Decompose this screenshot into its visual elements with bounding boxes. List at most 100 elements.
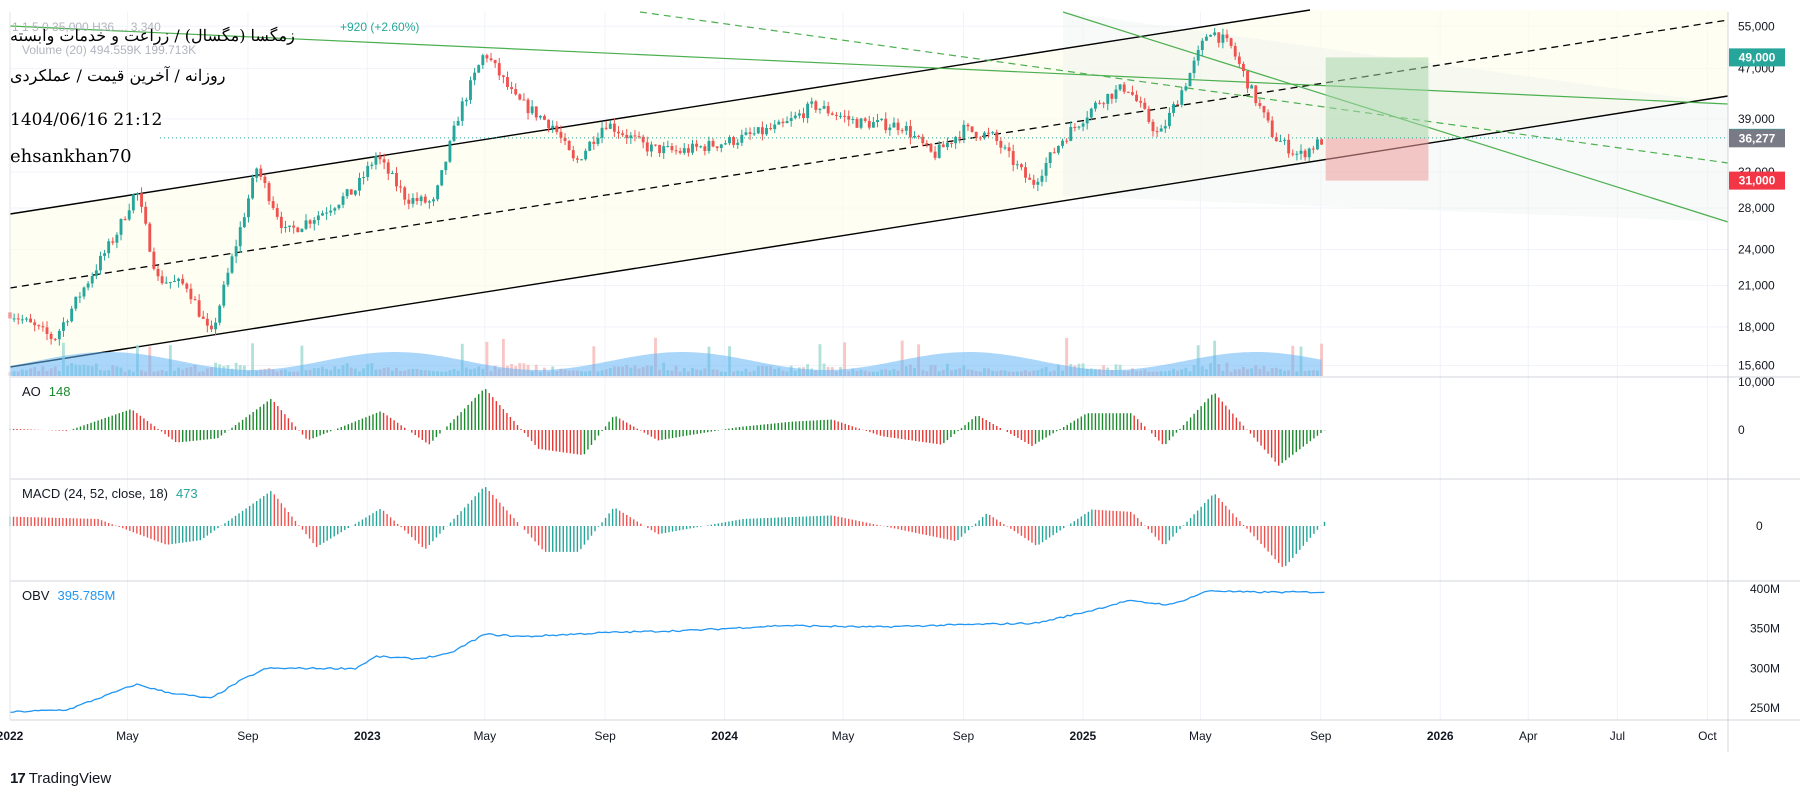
candle [49,331,53,345]
candle [773,120,777,134]
candle [160,270,164,285]
candle-body [604,127,608,129]
candle-body [526,99,530,114]
candle-body [362,177,366,179]
candle-body [144,206,148,224]
candle-body [1118,84,1122,90]
candle [1044,157,1048,183]
candle-body [485,55,489,59]
candle-body [933,151,937,158]
candle [834,112,838,121]
candle [382,153,386,170]
candle [1262,105,1266,119]
candle [1061,138,1064,149]
candle-body [423,196,427,203]
brand-name: TradingView [28,770,112,787]
candle [469,76,472,104]
candle [707,136,711,154]
candle-body [797,113,801,116]
candle [987,127,990,138]
candle [1159,124,1163,132]
candle [423,193,427,204]
candle [74,296,78,312]
candle-body [41,326,45,328]
candle [99,251,102,275]
candle-body [164,282,168,284]
candle [649,141,653,157]
candle-body [473,72,477,81]
candle [1204,34,1208,41]
candle-body [1003,147,1007,149]
candle-body [1204,36,1208,41]
candle [94,264,98,280]
candle [460,97,464,127]
candle-body [140,193,144,207]
candle-body [510,87,514,90]
candle-body [119,219,123,235]
candle-body [349,189,353,195]
candle-body [818,108,822,110]
candle [201,310,205,320]
candle-body [312,220,316,224]
candle [452,120,456,143]
tradingview-brand[interactable]: 17 TradingView [10,770,111,787]
candle [399,180,403,193]
candle-body [987,132,990,134]
candle [575,155,579,164]
candle [489,52,493,62]
candle [937,140,941,159]
candle [477,64,481,73]
candle [645,136,649,156]
candle [1048,151,1052,169]
candle-body [1233,46,1237,57]
time-tick-label: Apr [1519,729,1538,743]
candle-body [1102,103,1106,105]
candle [604,121,608,131]
candle-body [600,127,604,138]
channel-mid-black [9,19,1729,289]
candle-body [999,140,1003,148]
tradingview-logo-icon: 17 [10,770,26,787]
time-tick-label: Sep [237,729,259,743]
obv-tick-label: 350M [1750,622,1780,636]
obv-tick-label: 250M [1750,701,1780,715]
candle-body [732,137,736,145]
candle-body [880,118,884,120]
candle-body [1316,139,1319,150]
candle-body [168,281,172,283]
candle [1032,174,1036,189]
candle [349,189,353,195]
candle [271,196,275,211]
candle-body [66,321,69,323]
macd-value: 473 [175,486,198,501]
candle-body [1196,50,1200,61]
candle-body [1246,71,1249,89]
candle-body [1270,120,1274,138]
volume-bar [843,342,847,376]
candle-body [1274,137,1278,142]
candle-body [1262,105,1266,113]
candle-body [193,299,197,301]
candle-body [1052,152,1056,154]
candle-body [403,187,407,200]
candle-body [629,135,633,139]
time-tick-label: May [1189,729,1212,743]
candle-body [1303,150,1307,158]
candle [847,110,851,127]
candle [1241,61,1245,77]
candle-body [489,58,493,61]
candle [1299,144,1303,160]
candle [173,274,176,283]
candle-body [1032,179,1036,185]
candle-body [596,137,600,144]
candle-body [1299,150,1303,154]
candle-body [559,131,563,138]
candle [395,167,398,192]
candle [214,317,218,336]
candle-body [230,256,234,273]
candle-body [464,99,468,102]
candle-body [592,141,596,144]
candle [45,321,49,341]
candle-body [769,128,773,130]
